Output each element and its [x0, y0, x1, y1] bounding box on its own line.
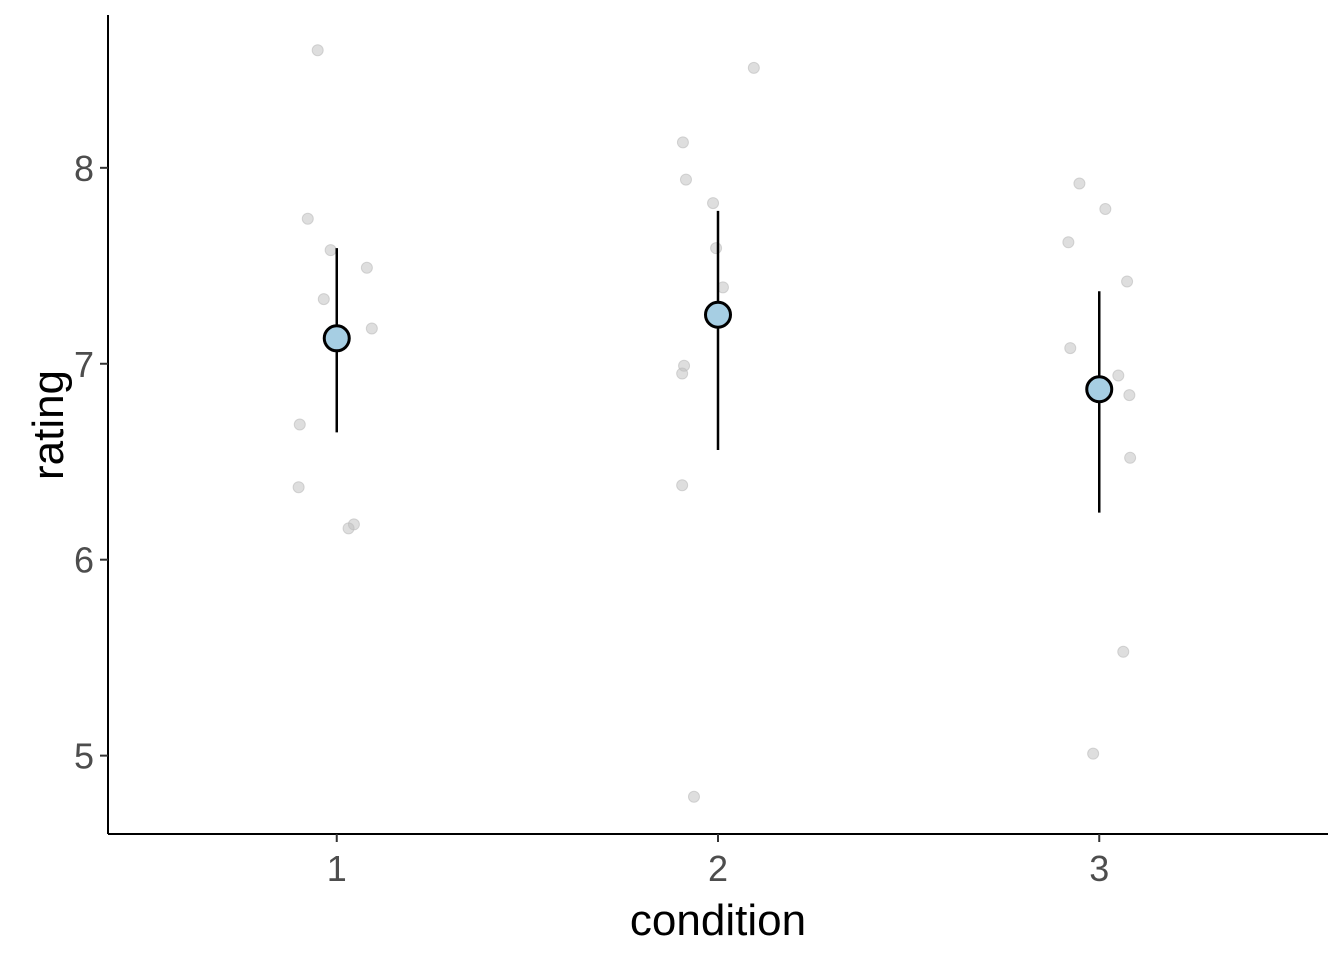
y-tick-label: 5: [74, 736, 94, 777]
mean-point: [1085, 375, 1114, 404]
raw-point: [292, 481, 305, 494]
raw-point: [342, 522, 355, 535]
raw-point: [1062, 236, 1075, 249]
raw-point: [707, 197, 720, 210]
raw-point: [293, 418, 306, 431]
x-tick-label: 1: [327, 848, 347, 889]
mean-point: [322, 324, 351, 353]
y-tick-label: 8: [74, 148, 94, 189]
raw-point: [301, 212, 314, 225]
x-tick-label: 3: [1089, 848, 1109, 889]
y-tick-label: 7: [74, 344, 94, 385]
raw-points: [292, 44, 1137, 803]
x-tick-label: 2: [708, 848, 728, 889]
raw-point: [710, 242, 723, 255]
raw-point: [676, 136, 689, 149]
raw-point: [1099, 202, 1112, 215]
raw-point: [1117, 645, 1130, 658]
raw-point: [687, 790, 700, 803]
raw-point: [1064, 342, 1077, 355]
raw-point: [679, 173, 692, 186]
x-ticks: 1 2 3: [327, 834, 1109, 889]
x-axis-label: condition: [630, 896, 806, 945]
y-tick-label: 6: [74, 540, 94, 581]
mean-point: [704, 300, 732, 329]
raw-point: [311, 44, 324, 57]
raw-point: [324, 244, 337, 257]
raw-point: [676, 479, 689, 492]
raw-point: [1121, 275, 1134, 288]
raw-point: [1087, 747, 1100, 760]
y-ticks: 5 6 7 8: [74, 148, 108, 777]
raw-point: [1124, 451, 1137, 464]
raw-point: [365, 322, 378, 335]
raw-point: [747, 61, 760, 74]
raw-point: [676, 367, 689, 380]
y-axis-label: rating: [24, 370, 73, 480]
raw-point: [1073, 177, 1086, 190]
raw-point: [317, 293, 330, 306]
raw-point: [1123, 389, 1136, 402]
raw-point: [1112, 369, 1125, 382]
summary-layer: [322, 210, 1114, 513]
raw-point: [360, 261, 373, 274]
